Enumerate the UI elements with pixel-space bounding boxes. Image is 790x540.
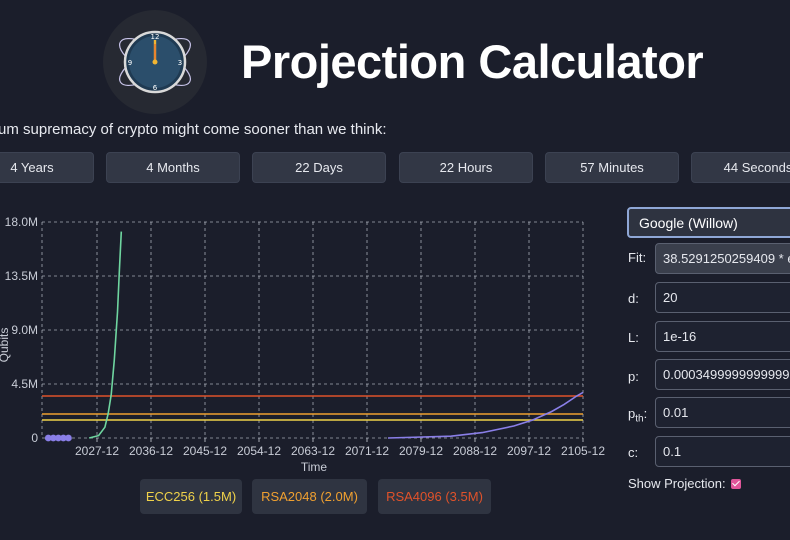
x-tick-label: 2036-12: [129, 444, 173, 458]
p-threshold-field[interactable]: 0.01: [655, 397, 790, 428]
data-point-0: [44, 434, 52, 442]
data-point-3: [59, 434, 67, 442]
x-tick-label: 2071-12: [345, 444, 389, 458]
data-point-4: [65, 434, 72, 442]
series-line-1: [387, 391, 584, 439]
legend-rsa2048-button[interactable]: RSA2048 (2.0M): [252, 479, 367, 514]
y-tick-label: 9.0M: [11, 323, 38, 337]
x-tick-label: 2079-12: [399, 444, 443, 458]
x-tick-label: 2054-12: [237, 444, 281, 458]
countdown-hours-button[interactable]: 22 Hours: [399, 152, 533, 183]
show-projection-label: Show Projection:: [628, 476, 726, 491]
countdown-bar: 4 Years 4 Months 22 Days 22 Hours 57 Min…: [0, 152, 790, 183]
y-tick-label: 13.5M: [5, 269, 38, 283]
fit-field[interactable]: 38.5291250259409 * e: [655, 243, 790, 274]
countdown-months-button[interactable]: 4 Months: [106, 152, 240, 183]
logo-number-12: 12: [151, 33, 160, 41]
x-tick-label: 2063-12: [291, 444, 335, 458]
show-projection-checkbox[interactable]: [730, 478, 741, 489]
page-title: Projection Calculator: [241, 35, 704, 88]
y-tick-label: 18.0M: [5, 215, 38, 229]
c-label: c:: [628, 445, 639, 460]
show-projection-toggle[interactable]: Show Projection:: [628, 476, 741, 491]
qubits-projection-chart: 0 4.5M 9.0M 13.5M 18.0M 2027-12 2036-12 2045-12…: [0, 215, 605, 474]
countdown-years-button[interactable]: 4 Years: [0, 152, 94, 183]
x-tick-label: 2088-12: [453, 444, 497, 458]
x-tick-label: 2105-12: [561, 444, 605, 458]
x-axis-label: Time: [301, 460, 328, 474]
p-field[interactable]: 0.00034999999999999: [655, 359, 790, 390]
p-threshold-label: pth:: [628, 406, 648, 425]
c-field[interactable]: 0.1: [655, 436, 790, 467]
y-tick-label: 0: [31, 431, 38, 445]
y-tick-label: 4.5M: [11, 377, 38, 391]
x-tick-label: 2027-12: [75, 444, 119, 458]
p-label: p:: [628, 369, 639, 384]
legend-rsa4096-button[interactable]: RSA4096 (3.5M): [378, 479, 491, 514]
p-threshold-label-sub: th: [635, 413, 644, 425]
logo-number-9: 9: [128, 59, 132, 67]
countdown-seconds-button[interactable]: 44 Seconds: [691, 152, 790, 183]
l-label: L:: [628, 330, 639, 345]
data-point-2: [54, 434, 62, 442]
logo-number-3: 3: [178, 59, 182, 67]
x-tick-label: 2097-12: [507, 444, 551, 458]
p-threshold-label-main: p: [628, 406, 636, 421]
logo-number-6: 6: [153, 84, 158, 92]
fit-label: Fit:: [628, 250, 647, 265]
countdown-minutes-button[interactable]: 57 Minutes: [545, 152, 679, 183]
y-axis-label: Qubits: [0, 328, 11, 363]
legend-ecc256-button[interactable]: ECC256 (1.5M): [140, 479, 242, 514]
x-tick-label: 2045-12: [183, 444, 227, 458]
data-point-1: [49, 434, 57, 442]
d-field[interactable]: 20: [655, 282, 790, 313]
d-label: d:: [628, 291, 639, 306]
countdown-days-button[interactable]: 22 Days: [252, 152, 386, 183]
series-line-0: [89, 231, 123, 439]
model-select[interactable]: Google (Willow): [627, 207, 790, 238]
page-subtitle: um supremacy of crypto might come sooner…: [0, 121, 387, 138]
l-field[interactable]: 1e-16: [655, 321, 790, 352]
clock-logo-icon: 12 3 6 9: [103, 10, 207, 114]
